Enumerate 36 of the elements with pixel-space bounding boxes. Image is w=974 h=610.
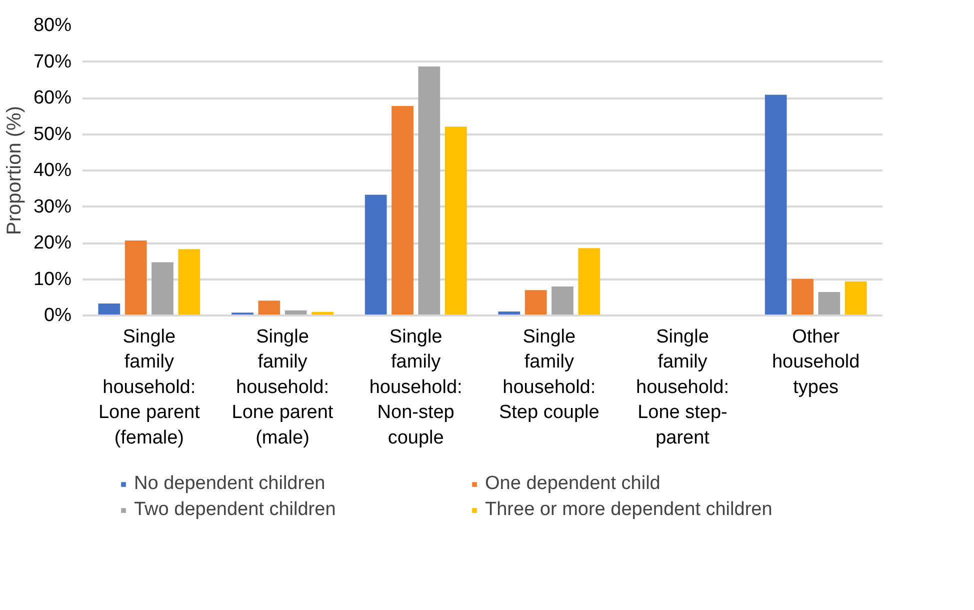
legend-label: Three or more dependent children — [485, 499, 774, 521]
y-tick-label: 70% — [33, 51, 72, 72]
x-tick-label: Other household types — [772, 326, 860, 398]
y-tick-label: 40% — [33, 160, 72, 181]
bar — [364, 194, 387, 316]
y-tick-label: 10% — [33, 268, 72, 290]
x-tick-label: Single family household: Lone parent (male) — [232, 326, 334, 448]
legend-label: Two dependent children — [134, 499, 337, 521]
bar — [258, 300, 280, 316]
bar — [578, 248, 600, 316]
x-tick-label: Single family household: Lone step-parent — [636, 326, 729, 448]
bar — [552, 286, 574, 316]
bar — [152, 262, 174, 316]
y-tick-label: 0% — [44, 305, 72, 326]
x-tick-label: Single family household: Non-step couple — [369, 326, 462, 448]
bar — [524, 290, 547, 316]
x-tick-label: Single family household: Lone parent (female) — [98, 326, 201, 448]
y-tick-label: 50% — [33, 124, 72, 145]
bar — [844, 281, 867, 316]
y-tick-label: 60% — [33, 88, 72, 108]
bar — [792, 278, 814, 316]
bar — [392, 106, 414, 316]
y-tick-label: 80% — [33, 15, 72, 36]
legend-label: No dependent children — [134, 473, 326, 495]
bar — [178, 249, 200, 316]
y-tick-label: 30% — [33, 196, 72, 218]
bar — [764, 94, 787, 316]
y-axis-title: Proportion (%) — [3, 106, 26, 235]
bar — [444, 126, 467, 316]
y-tick-label: 20% — [33, 232, 72, 254]
legend-label: One dependent child — [485, 473, 662, 495]
x-tick-label: Single family household: Step couple — [498, 326, 600, 424]
bar — [124, 240, 147, 316]
bar — [98, 304, 120, 316]
bar — [818, 292, 840, 316]
bar — [418, 66, 440, 316]
